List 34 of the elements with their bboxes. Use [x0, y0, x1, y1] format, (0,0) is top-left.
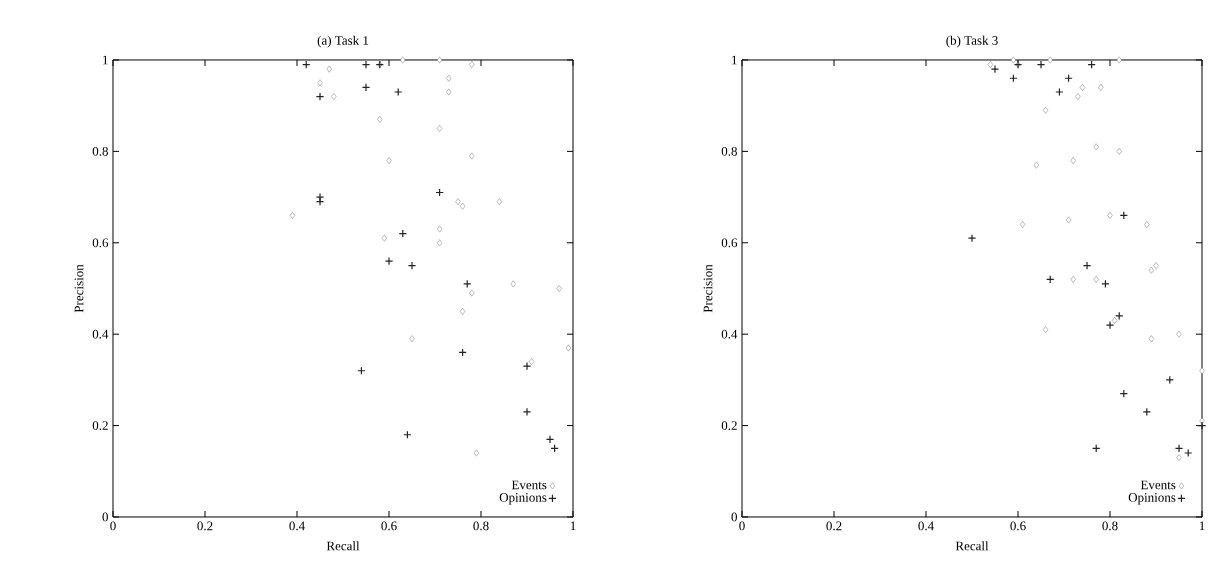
chart-title: (a) Task 1	[317, 35, 369, 48]
y-tick-label: 1	[103, 55, 108, 65]
y-tick-label: 0.8	[92, 146, 108, 156]
chart-title: (b) Task 3	[946, 35, 998, 48]
x-tick-label: 1	[1199, 521, 1205, 531]
y-tick-label: 0.8	[721, 146, 737, 156]
x-tick-label: 0.6	[1010, 521, 1026, 531]
y-tick-label: 0	[731, 512, 737, 522]
x-tick-label: 0.4	[918, 521, 934, 531]
x-tick-label: 0.6	[381, 521, 397, 531]
x-tick-label: 1	[570, 521, 576, 531]
x-tick-label: 0	[739, 521, 745, 531]
legend-label: Opinions	[499, 493, 547, 505]
x-tick-label: 0.8	[473, 521, 489, 531]
x-axis-title: Recall	[955, 541, 989, 551]
x-axis-title: Recall	[326, 541, 360, 551]
y-tick-label: 1	[732, 55, 737, 65]
x-tick-label: 0.8	[1102, 521, 1118, 531]
legend-label: Events	[511, 480, 547, 490]
y-axis-title: Precision	[74, 264, 84, 313]
x-tick-label: 0.2	[826, 521, 842, 531]
y-tick-label: 0.4	[92, 329, 109, 339]
legend-label: Events	[1140, 480, 1176, 490]
y-tick-label: 0.2	[721, 421, 737, 430]
y-axis-title: Precision	[703, 264, 713, 313]
y-tick-label: 0.6	[92, 238, 109, 248]
x-tick-label: 0.2	[197, 521, 213, 531]
y-tick-label: 0	[102, 512, 108, 522]
y-tick-label: 0.2	[92, 421, 108, 430]
x-tick-label: 0	[110, 521, 116, 531]
x-tick-label: 0.4	[289, 521, 305, 531]
legend-label: Opinions	[1128, 493, 1176, 505]
y-tick-label: 0.6	[721, 238, 738, 248]
y-tick-label: 0.4	[721, 329, 738, 339]
